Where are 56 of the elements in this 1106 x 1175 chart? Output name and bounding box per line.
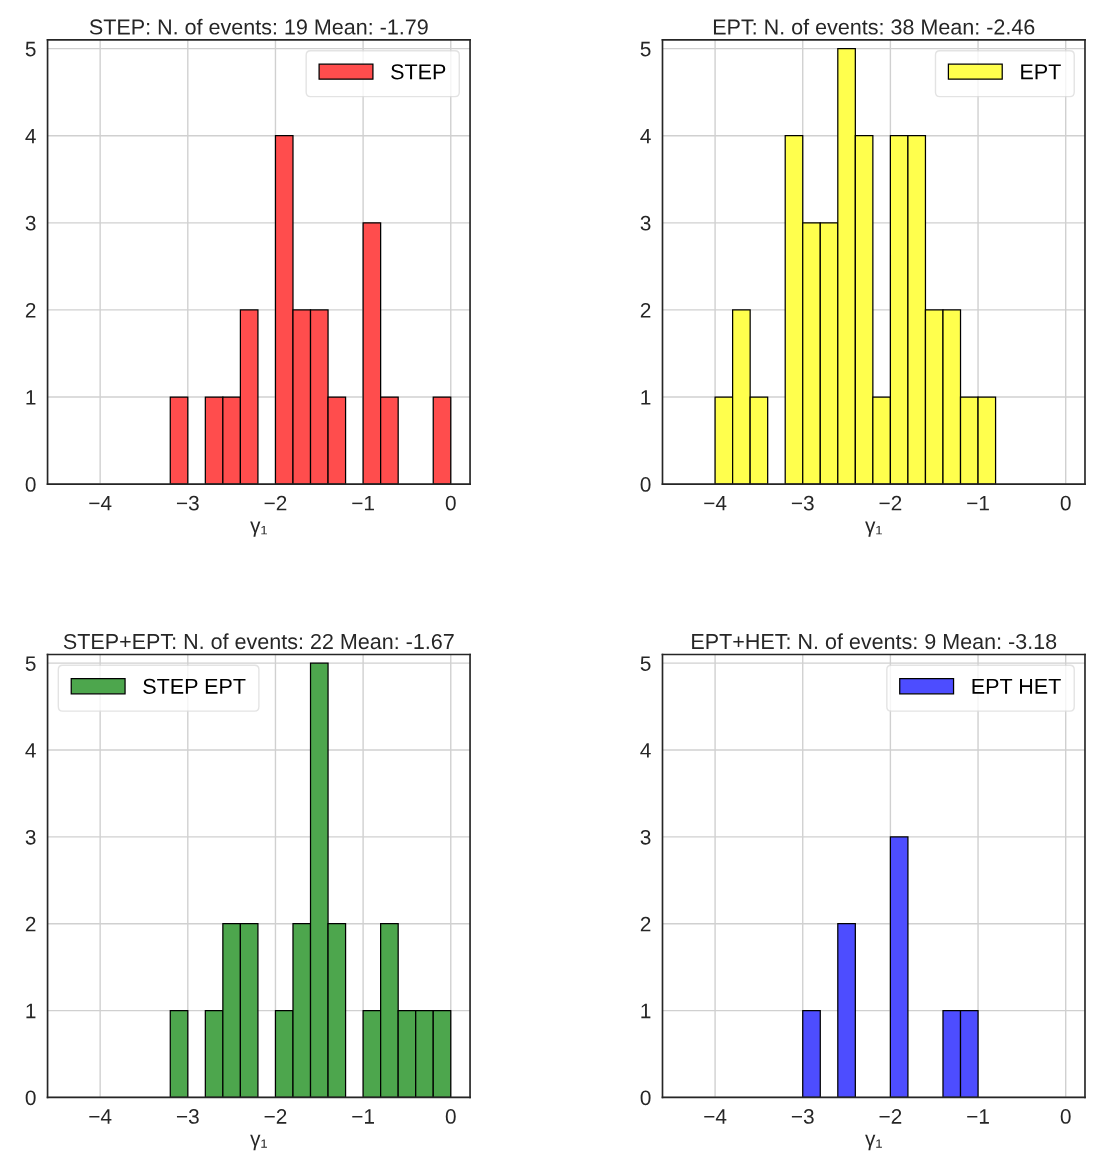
x-tick-label: −1 (352, 1109, 374, 1124)
legend-label: EPT (1021, 64, 1061, 80)
x-tick-label: −2 (264, 1109, 287, 1124)
x-tick-label: 0 (1060, 495, 1071, 511)
x-tick-label: −1 (967, 1109, 989, 1124)
y-tick-label: 5 (640, 41, 651, 57)
chart-title: EPT+HET: N. of events: 9 Mean: -3.18 (692, 633, 1057, 650)
y-tick-label: 5 (25, 656, 36, 671)
x-tick-label: −4 (89, 1109, 112, 1124)
y-tick-label: 0 (25, 477, 36, 492)
y-tick-label: 4 (640, 743, 651, 758)
y-tick-label: 5 (640, 656, 651, 671)
y-tick-label: 3 (25, 215, 36, 231)
y-tick-label: 0 (640, 1090, 651, 1106)
x-tick-label: −1 (967, 495, 989, 511)
chart-title: STEP+EPT: N. of events: 22 Mean: -1.67 (63, 633, 454, 650)
chart-title: STEP: N. of events: 19 Mean: -1.79 (89, 18, 428, 35)
y-tick-label: 1 (641, 390, 651, 405)
x-axis-title: γ₁ (250, 521, 267, 537)
y-tick-label: 4 (640, 128, 651, 144)
y-tick-label: 2 (640, 302, 651, 318)
x-tick-label: −2 (879, 1109, 902, 1124)
y-tick-label: 0 (640, 477, 651, 492)
x-tick-label: −4 (704, 495, 727, 511)
x-axis-title: γ₁ (865, 521, 882, 537)
chart-title: EPT: N. of events: 38 Mean: -2.46 (713, 18, 1035, 35)
y-tick-label: 4 (25, 743, 36, 758)
x-tick-label: 0 (445, 1109, 456, 1124)
y-tick-label: 2 (25, 302, 36, 318)
y-tick-label: 3 (640, 829, 651, 845)
y-tick-label: 1 (26, 1003, 36, 1019)
x-tick-label: −3 (791, 1109, 814, 1124)
x-axis-title: γ₁ (865, 1134, 882, 1151)
legend-label: STEP (391, 64, 446, 80)
y-tick-label: 2 (25, 916, 36, 932)
x-tick-label: −3 (176, 495, 199, 511)
x-tick-label: −2 (879, 495, 902, 511)
y-tick-label: 5 (25, 41, 36, 57)
x-tick-label: −3 (176, 1109, 199, 1124)
x-tick-label: −2 (264, 495, 287, 511)
x-tick-label: −4 (89, 495, 112, 511)
y-tick-label: 2 (640, 916, 651, 932)
x-axis-title: γ₁ (250, 1134, 267, 1151)
legend-label: EPT HET (972, 678, 1061, 694)
x-tick-label: 0 (1060, 1109, 1071, 1124)
x-tick-label: 0 (445, 495, 456, 511)
x-tick-label: −4 (704, 1109, 727, 1124)
y-tick-label: 4 (25, 128, 36, 144)
y-tick-label: 3 (640, 215, 651, 231)
y-tick-label: 1 (26, 390, 36, 405)
y-tick-label: 1 (641, 1003, 651, 1019)
x-tick-label: −1 (352, 495, 374, 511)
y-tick-label: 0 (25, 1090, 36, 1106)
y-tick-label: 3 (25, 829, 36, 845)
x-tick-label: −3 (791, 495, 814, 511)
legend-label: STEP EPT (143, 678, 246, 694)
